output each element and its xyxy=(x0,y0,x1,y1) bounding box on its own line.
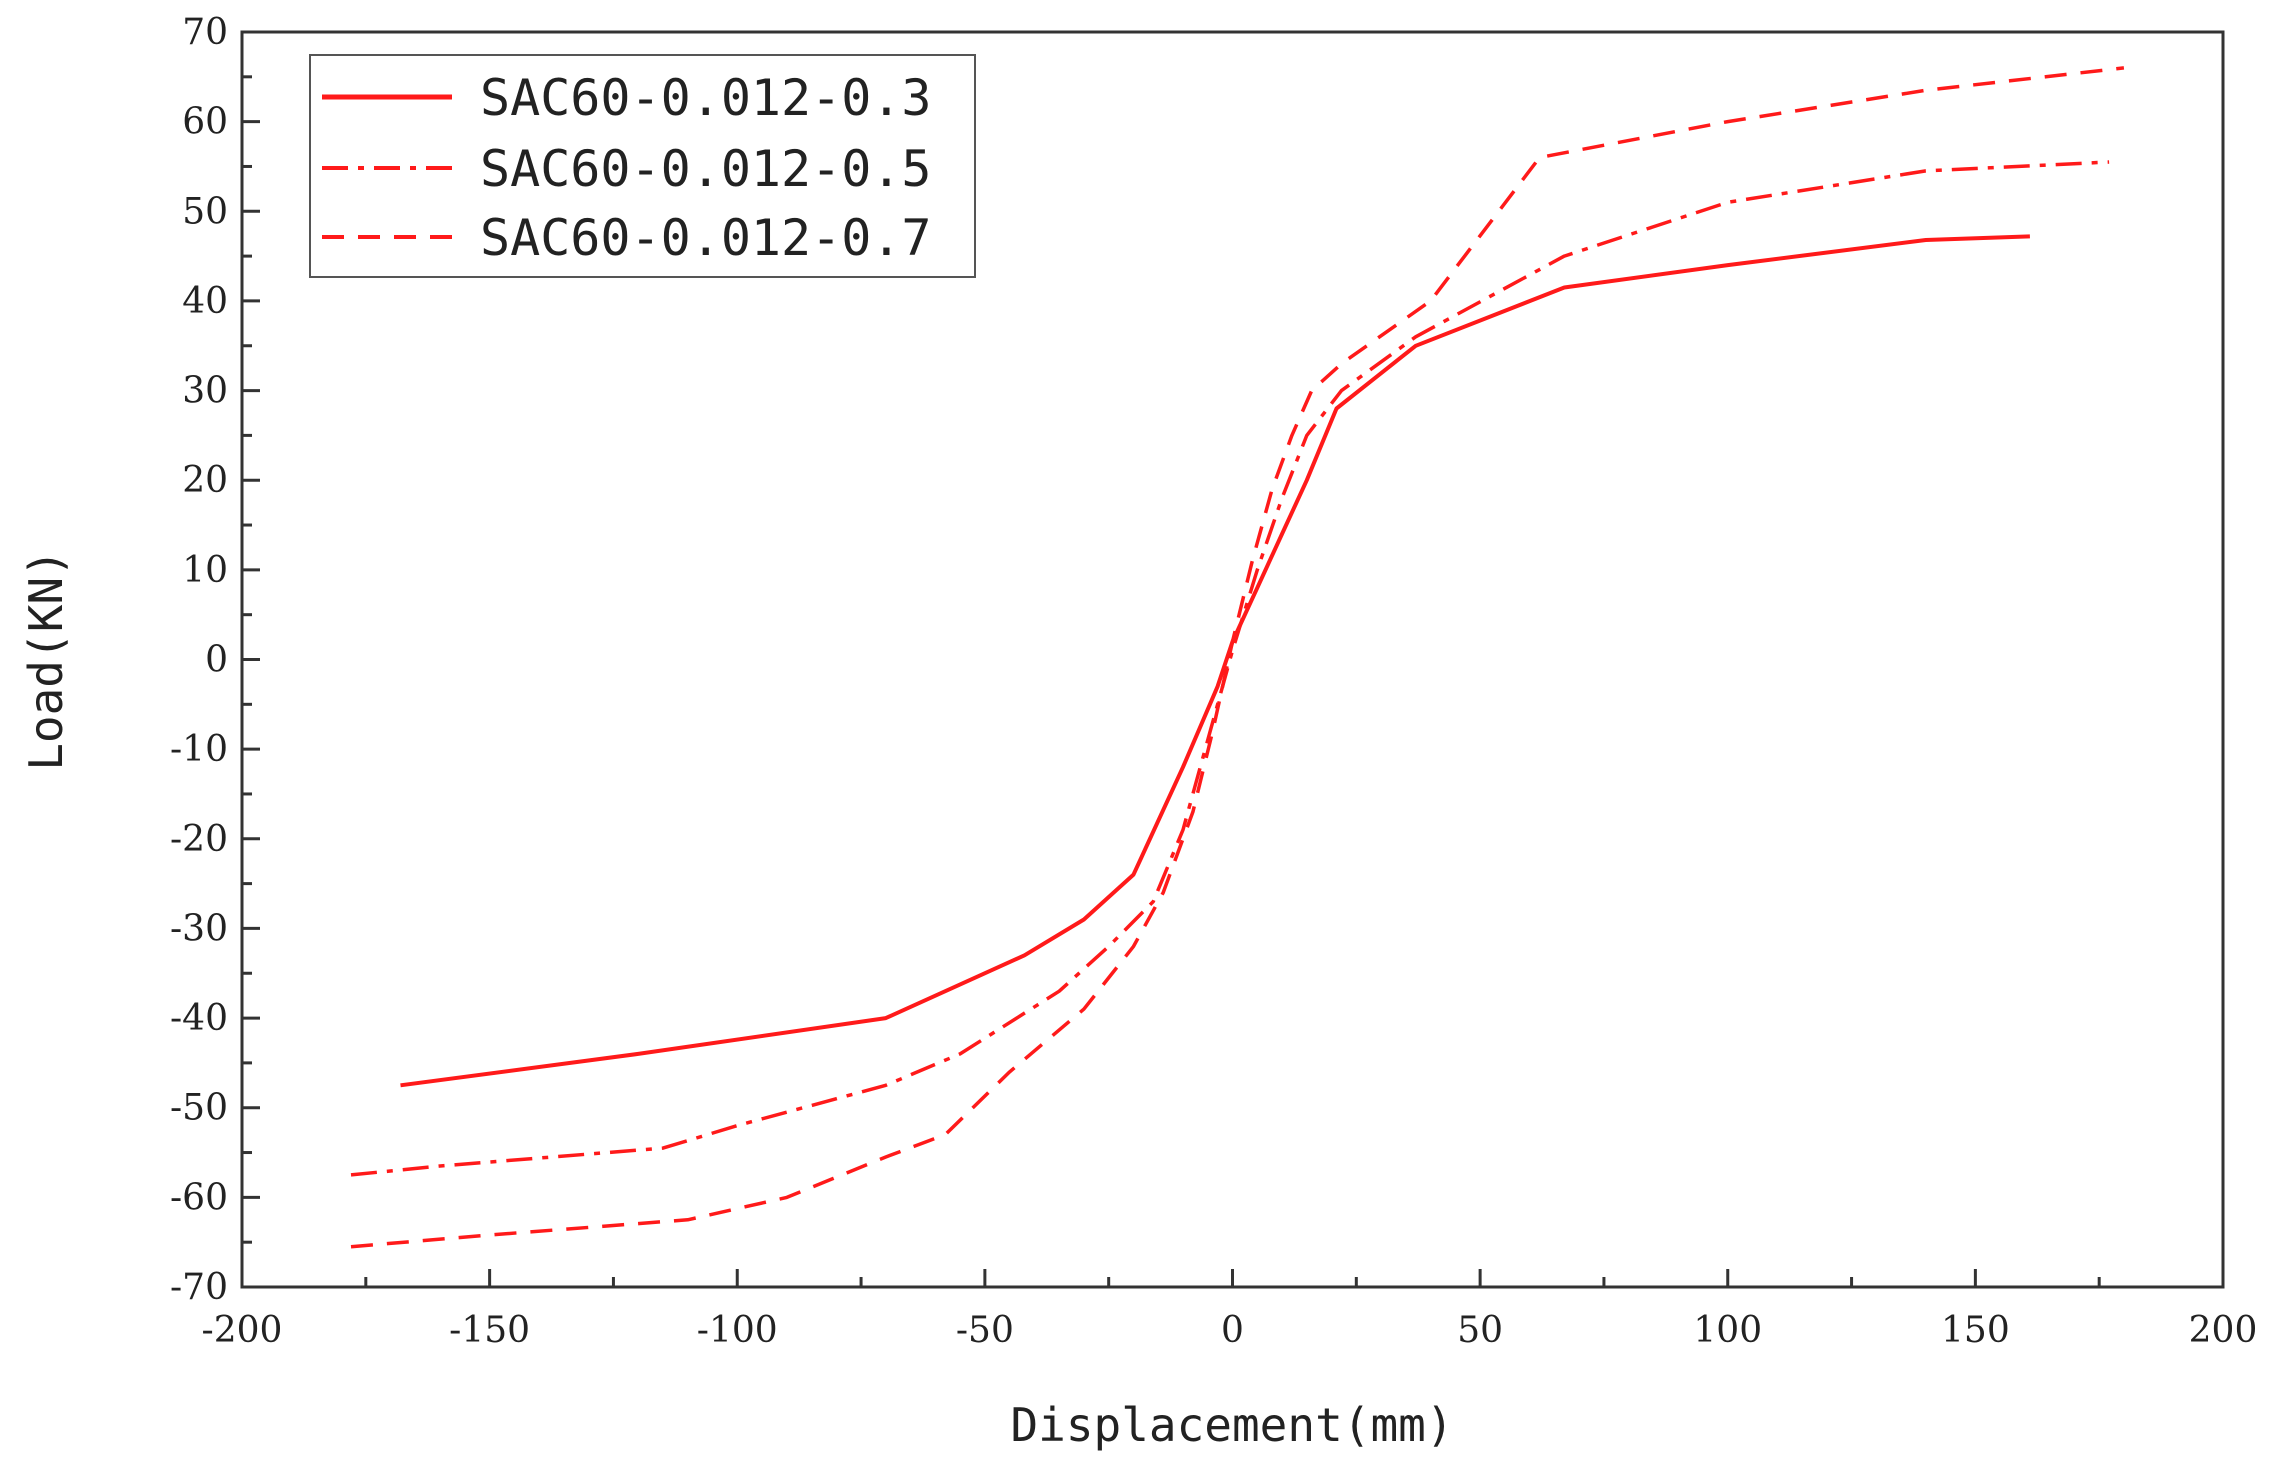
x-axis-title: Displacement(mm) xyxy=(1010,1398,1453,1452)
x-tick-labels: -200 -150 -100 -50 0 50 100 150 200 xyxy=(202,1310,2258,1351)
y-tick-label: -70 xyxy=(170,1267,228,1308)
x-tick-label: -50 xyxy=(956,1310,1014,1351)
series-lines xyxy=(350,66,2125,1249)
x-tick-label: 200 xyxy=(2189,1310,2258,1351)
y-tick-label: -60 xyxy=(170,1177,228,1218)
x-tick-label: -150 xyxy=(449,1310,530,1351)
y-tick-label: -10 xyxy=(170,729,228,770)
legend-box xyxy=(309,54,976,278)
axis-ticks xyxy=(240,30,2225,1289)
y-axis-title: Load(KN) xyxy=(19,549,73,771)
y-tick-label: 70 xyxy=(182,12,228,53)
x-tick-label: -200 xyxy=(202,1310,283,1351)
y-tick-label: 30 xyxy=(182,371,228,412)
legend: SAC60-0.012-0.3 SAC60-0.012-0.5 SAC60-0.… xyxy=(309,54,976,278)
y-tick-label: 0 xyxy=(205,640,228,681)
y-tick-labels: 70 60 50 40 30 20 10 0 -10 -20 -30 -40 -50 -60 -70 xyxy=(170,12,228,1308)
y-tick-label: -20 xyxy=(170,819,228,860)
series-line-dashed xyxy=(350,66,2125,1249)
x-tick-label: 50 xyxy=(1457,1310,1503,1351)
series-line-solid xyxy=(400,234,2030,1088)
y-tick-label: 20 xyxy=(182,460,228,501)
y-tick-label: 50 xyxy=(182,191,228,232)
x-tick-label: 100 xyxy=(1693,1310,1762,1351)
x-tick-label: 150 xyxy=(1941,1310,2010,1351)
y-tick-label: -30 xyxy=(170,908,228,949)
series-line-dashdot xyxy=(350,160,2110,1177)
legend-label: SAC60-0.012-0.3 xyxy=(480,69,932,127)
x-tick-label: -100 xyxy=(697,1310,778,1351)
legend-label: SAC60-0.012-0.7 xyxy=(480,209,932,267)
y-tick-label: 40 xyxy=(182,281,228,322)
y-tick-label: -40 xyxy=(170,998,228,1039)
y-tick-label: 10 xyxy=(182,550,228,591)
legend-label: SAC60-0.012-0.5 xyxy=(480,140,932,198)
y-tick-label: 60 xyxy=(182,102,228,143)
y-tick-label: -50 xyxy=(170,1088,228,1129)
x-tick-label: 0 xyxy=(1221,1310,1244,1351)
